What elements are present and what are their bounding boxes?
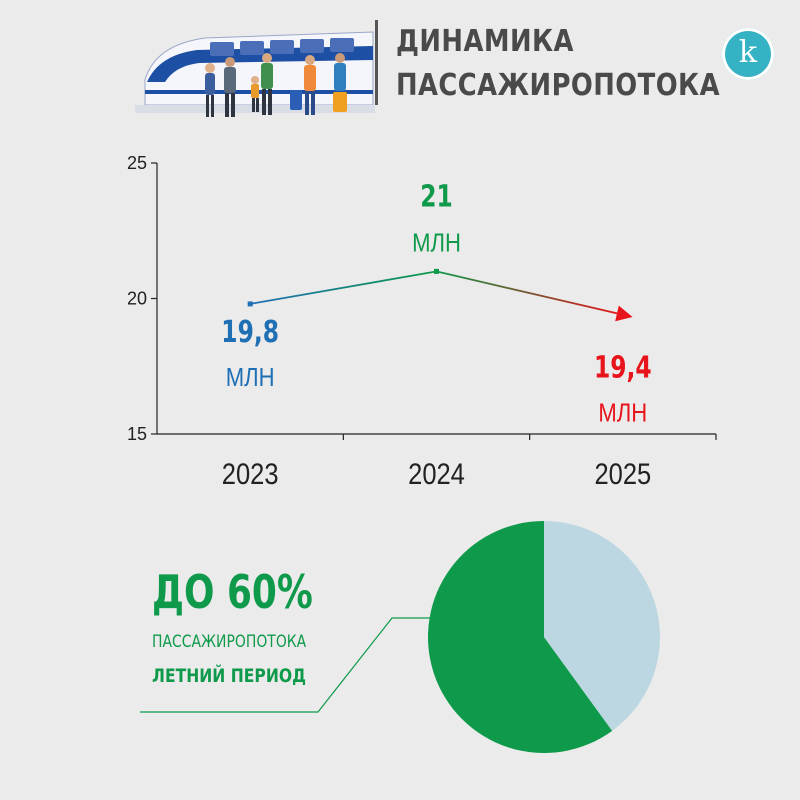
y-tick-label: 25: [127, 153, 147, 173]
title-line-1: ДИНАМИКА: [396, 24, 574, 59]
share-period-label: ЛЕТНИЙ ПЕРИОД: [152, 665, 307, 687]
title-divider: [375, 20, 378, 105]
brand-logo: k: [722, 28, 774, 80]
share-value: ДО 60%: [152, 565, 313, 619]
data-label-unit: МЛН: [412, 229, 461, 258]
pie-slice: [544, 521, 660, 731]
y-tick-label: 15: [127, 424, 147, 444]
pie-chart: [140, 521, 660, 753]
x-tick-label: 2025: [594, 457, 651, 490]
logo-letter: k: [738, 34, 758, 70]
train-illustration: [135, 31, 375, 117]
series-line: [250, 270, 622, 316]
arrow-head: [615, 305, 633, 322]
leader-line: [140, 617, 432, 713]
data-point: [434, 268, 439, 274]
data-label-unit: МЛН: [226, 363, 275, 392]
share-label: ПАССАЖИРОПОТОКА: [152, 632, 307, 652]
data-label-value: 21: [420, 180, 453, 215]
data-point: [247, 301, 253, 307]
page-title: ДИНАМИКА ПАССАЖИРОПОТОКА: [396, 20, 720, 108]
y-tick-label: 20: [127, 289, 147, 309]
data-label-value: 19,4: [594, 351, 652, 386]
title-line-2: ПАССАЖИРОПОТОКА: [396, 68, 720, 103]
x-tick-label: 2023: [222, 457, 279, 490]
header: ДИНАМИКА ПАССАЖИРОПОТОКА k: [0, 0, 800, 130]
x-tick-label: 2024: [408, 457, 465, 490]
pie-slice: [428, 521, 613, 753]
data-label-unit: МЛН: [598, 399, 647, 428]
data-label-value: 19,8: [221, 315, 279, 350]
